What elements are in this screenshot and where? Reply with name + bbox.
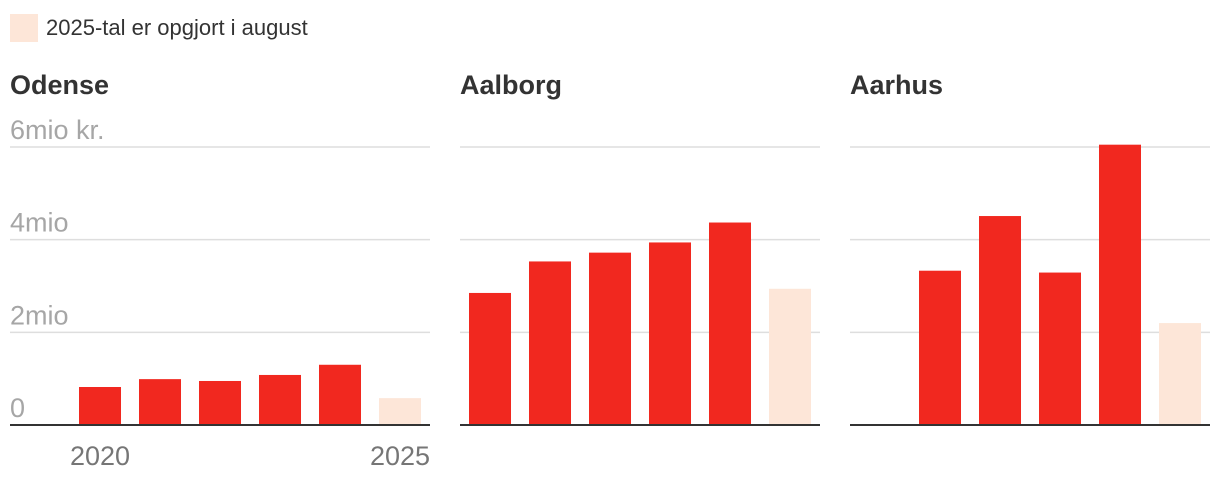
bar-2024 bbox=[319, 364, 361, 425]
y-tick-label: 4mio bbox=[10, 208, 69, 238]
bar-2022 bbox=[589, 252, 631, 425]
bar-2023 bbox=[649, 242, 691, 425]
legend: 2025-tal er opgjort i august bbox=[10, 13, 308, 43]
panel-title-1: Odense bbox=[10, 70, 109, 100]
bar-2025 bbox=[1159, 323, 1201, 425]
x-tick-label: 2020 bbox=[70, 441, 130, 471]
bar-2021 bbox=[139, 379, 181, 425]
bar-2020 bbox=[79, 387, 121, 425]
bar-2023 bbox=[1039, 272, 1081, 425]
bar-2021 bbox=[529, 261, 571, 425]
bar-2025 bbox=[379, 398, 421, 425]
bar-2023 bbox=[259, 374, 301, 425]
legend-label: 2025-tal er opgjort i august bbox=[46, 15, 308, 40]
legend-swatch bbox=[10, 14, 38, 42]
bar-2021 bbox=[919, 270, 961, 425]
bar-2024 bbox=[1099, 144, 1141, 425]
y-tick-label: 2mio bbox=[10, 300, 69, 330]
bar-2022 bbox=[199, 380, 241, 425]
bar-2020 bbox=[469, 292, 511, 425]
panel-title-3: Aarhus bbox=[850, 70, 943, 100]
bar-2025 bbox=[769, 288, 811, 425]
y-tick-label: 0 bbox=[10, 393, 25, 423]
x-tick-label: 2025 bbox=[370, 441, 430, 471]
bar-2022 bbox=[979, 216, 1021, 425]
panel-title-2: Aalborg bbox=[460, 70, 562, 100]
y-tick-label: 6mio kr. bbox=[10, 115, 105, 145]
bar-2024 bbox=[709, 222, 751, 425]
